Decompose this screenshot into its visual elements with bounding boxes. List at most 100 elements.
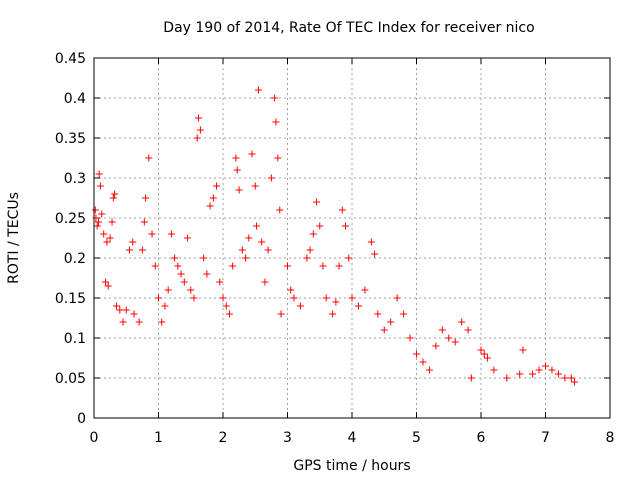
y-tick-labels: 0 0.05 0.1 0.15 0.2 0.25 0.3 0.35 0.4 0.45 <box>55 51 86 427</box>
grid-lines <box>94 58 610 418</box>
data-point <box>238 246 246 254</box>
data-point <box>180 278 188 286</box>
data-point <box>196 126 204 134</box>
data-point <box>338 206 346 214</box>
data-point <box>194 114 202 122</box>
chart-title: Day 190 of 2014, Rate Of TEC Index for r… <box>163 20 534 36</box>
data-point <box>91 206 99 214</box>
data-point <box>193 134 201 142</box>
data-point <box>290 294 298 302</box>
y-axis-label: ROTI / TECUs <box>6 192 22 284</box>
x-tick-label: 4 <box>348 430 357 446</box>
x-tick-label: 5 <box>412 430 421 446</box>
data-point <box>271 94 279 102</box>
data-point <box>254 86 262 94</box>
data-point <box>103 238 111 246</box>
data-point <box>187 286 195 294</box>
data-point <box>319 262 327 270</box>
data-point <box>93 222 101 230</box>
data-point <box>387 318 395 326</box>
data-point <box>142 194 150 202</box>
data-point <box>348 294 356 302</box>
x-tick-label: 2 <box>219 430 228 446</box>
data-point <box>253 222 261 230</box>
y-tick-label: 0.3 <box>64 171 86 187</box>
data-point <box>467 374 475 382</box>
x-tick-label: 1 <box>154 430 163 446</box>
x-tick-labels: 0 1 2 3 4 5 6 7 8 <box>90 430 615 446</box>
data-point <box>140 218 148 226</box>
data-point <box>190 294 198 302</box>
data-point <box>516 370 524 378</box>
data-point <box>393 294 401 302</box>
data-point <box>184 234 192 242</box>
data-point <box>98 210 106 218</box>
data-point <box>100 230 108 238</box>
data-point <box>145 154 153 162</box>
data-point <box>480 350 488 358</box>
y-tick-label: 0.1 <box>64 331 86 347</box>
data-point <box>458 318 466 326</box>
data-point <box>264 246 272 254</box>
data-point <box>213 182 221 190</box>
data-point <box>164 286 172 294</box>
data-point <box>284 262 291 270</box>
data-point <box>332 298 340 306</box>
data-point <box>296 302 304 310</box>
data-point <box>104 282 112 290</box>
data-point <box>367 238 375 246</box>
data-point <box>567 374 575 382</box>
data-point <box>251 182 259 190</box>
data-point <box>106 234 114 242</box>
data-point <box>203 270 211 278</box>
data-point <box>242 254 250 262</box>
data-point <box>233 166 241 174</box>
data-point <box>361 286 369 294</box>
y-tick-label: 0.15 <box>55 291 86 307</box>
x-tick-label: 7 <box>541 430 550 446</box>
data-point <box>130 310 138 318</box>
x-tick-label: 3 <box>283 430 292 446</box>
data-point <box>380 326 388 334</box>
data-point <box>432 342 440 350</box>
data-point <box>95 218 103 226</box>
data-point <box>464 326 472 334</box>
data-point <box>209 194 217 202</box>
data-point <box>316 222 324 230</box>
data-point <box>96 182 104 190</box>
data-point <box>151 262 159 270</box>
data-point <box>406 334 414 342</box>
data-point <box>229 262 237 270</box>
data-point <box>138 246 146 254</box>
data-point <box>425 366 433 374</box>
data-point <box>148 230 156 238</box>
data-point <box>490 366 498 374</box>
data-point <box>119 318 127 326</box>
data-point <box>371 250 379 258</box>
data-point <box>329 310 337 318</box>
data-point <box>503 374 511 382</box>
data-point <box>174 262 182 270</box>
data-point <box>345 254 353 262</box>
data-point <box>216 278 224 286</box>
data-point <box>219 294 227 302</box>
data-point <box>135 318 143 326</box>
data-point <box>111 190 119 198</box>
y-tick-label: 0.45 <box>55 51 86 67</box>
y-tick-label: 0.05 <box>55 371 86 387</box>
x-axis-label: GPS time / hours <box>293 458 410 474</box>
data-point <box>354 302 362 310</box>
data-point <box>529 370 537 378</box>
data-point <box>303 254 311 262</box>
data-point <box>95 170 103 178</box>
data-point <box>445 334 453 342</box>
data-point <box>235 186 243 194</box>
data-point <box>155 294 162 302</box>
data-point <box>177 270 185 278</box>
x-tick-label: 8 <box>606 430 615 446</box>
data-point <box>129 238 137 246</box>
data-point <box>225 310 233 318</box>
data-point <box>542 362 549 370</box>
data-point <box>413 350 420 358</box>
